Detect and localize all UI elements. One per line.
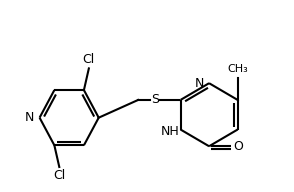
Text: S: S	[151, 94, 159, 106]
Text: N: N	[25, 111, 34, 124]
Text: Cl: Cl	[53, 169, 65, 182]
Text: NH: NH	[160, 125, 179, 138]
Text: O: O	[234, 140, 244, 153]
Text: CH₃: CH₃	[227, 64, 248, 74]
Text: N: N	[195, 77, 204, 90]
Text: Cl: Cl	[83, 53, 95, 66]
